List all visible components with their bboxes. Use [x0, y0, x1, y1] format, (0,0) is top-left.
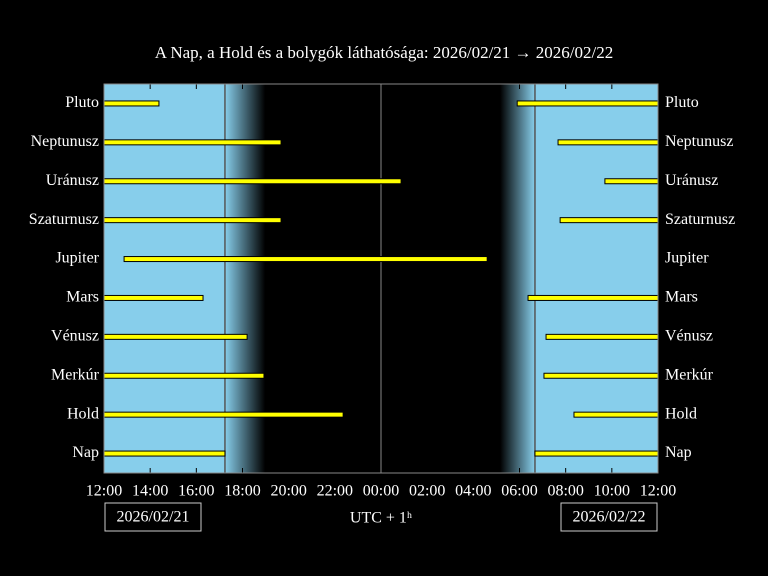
y-label-right: Merkúr — [665, 366, 714, 383]
visibility-bar — [103, 294, 204, 301]
x-tick-label: 08:00 — [547, 483, 583, 500]
dawn — [500, 84, 535, 473]
x-tick-label: 10:00 — [594, 483, 630, 500]
visibility-bar — [557, 139, 659, 146]
y-label-right: Pluto — [665, 94, 699, 111]
x-tick-label: 20:00 — [270, 483, 306, 500]
plot-frame — [103, 83, 659, 474]
dusk — [224, 84, 266, 473]
y-label-left: Pluto — [65, 94, 99, 111]
visibility-bar — [103, 139, 282, 146]
x-tick-label: 12:00 — [640, 483, 676, 500]
visibility-bar — [527, 294, 659, 301]
day — [104, 84, 225, 473]
visibility-bar — [516, 100, 659, 107]
visibility-bar — [103, 100, 160, 107]
x-tick-label: 02:00 — [409, 483, 445, 500]
visibility-bar — [103, 372, 265, 379]
visibility-bar — [103, 178, 402, 185]
x-tick-label: 18:00 — [224, 483, 260, 500]
x-tick-label: 22:00 — [317, 483, 353, 500]
x-tick-label: 16:00 — [178, 483, 214, 500]
y-label-right: Mars — [665, 289, 698, 306]
visibility-bar — [534, 450, 659, 457]
visibility-bar — [543, 372, 659, 379]
y-label-left: Neptunusz — [31, 133, 99, 150]
y-label-right: Nap — [665, 444, 692, 461]
visibility-bar — [559, 217, 659, 224]
x-axis-label: UTC + 1ʰ — [350, 510, 412, 527]
visibility-bar — [545, 333, 659, 340]
x-tick-label: 00:00 — [363, 483, 399, 500]
x-tick-label: 06:00 — [501, 483, 537, 500]
date-box — [560, 502, 658, 532]
visibility-bar — [103, 411, 344, 418]
visibility-bar — [103, 450, 226, 457]
y-label-left: Nap — [72, 444, 99, 461]
visibility-bar — [123, 256, 488, 263]
y-label-left: Mars — [66, 289, 99, 306]
chart-title: A Nap, a Hold és a bolygók láthatósága: … — [155, 43, 613, 62]
y-label-right: Jupiter — [665, 250, 709, 267]
y-label-left: Szaturnusz — [29, 211, 99, 228]
x-tick-label: 14:00 — [132, 483, 168, 500]
date-label: 2026/02/21 — [117, 509, 190, 526]
date-box — [104, 502, 202, 532]
visibility-bar — [103, 333, 248, 340]
y-label-left: Jupiter — [55, 250, 99, 267]
y-label-left: Hold — [67, 405, 99, 422]
y-label-right: Uránusz — [665, 172, 718, 189]
visibility-bar — [573, 411, 659, 418]
visibility-bar — [604, 178, 659, 185]
y-label-left: Vénusz — [51, 328, 99, 345]
x-tick-label: 04:00 — [455, 483, 491, 500]
date-label: 2026/02/22 — [573, 509, 646, 526]
y-label-right: Neptunusz — [665, 133, 733, 150]
x-tick-label: 12:00 — [86, 483, 122, 500]
y-label-right: Hold — [665, 405, 697, 422]
visibility-bar — [103, 217, 282, 224]
y-label-right: Szaturnusz — [665, 211, 735, 228]
day — [534, 84, 658, 473]
y-label-right: Vénusz — [665, 328, 713, 345]
y-label-left: Merkúr — [51, 366, 100, 383]
y-label-left: Uránusz — [46, 172, 99, 189]
